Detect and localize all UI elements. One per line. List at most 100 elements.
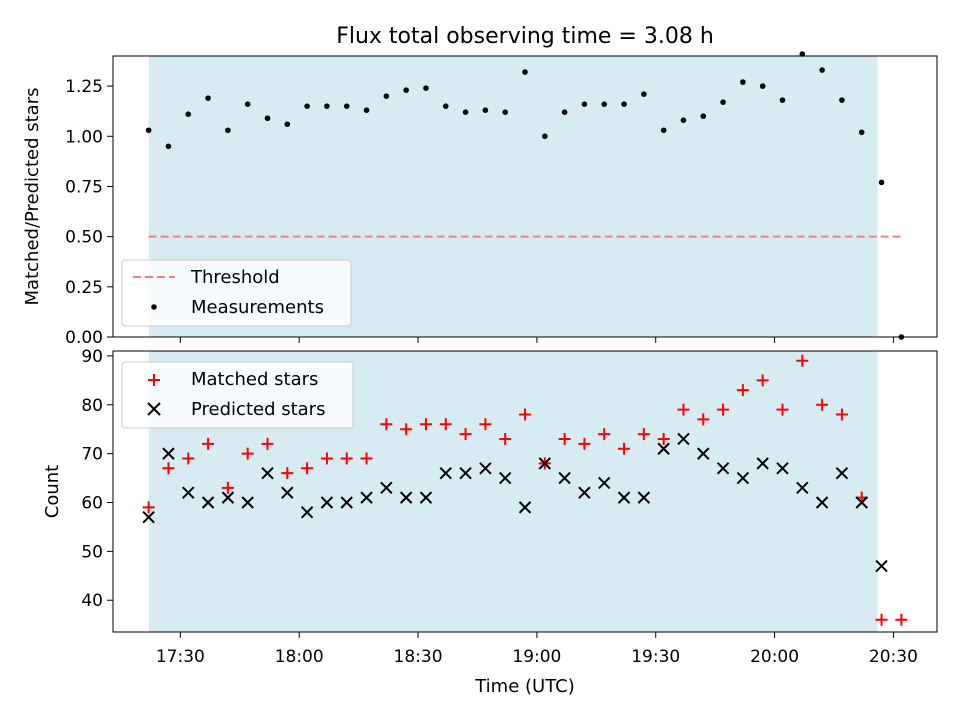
- predicted-star-point: [637, 491, 651, 504]
- predicted-star-point: [578, 486, 591, 499]
- measurement-point: [343, 103, 350, 109]
- measurement-point: [542, 133, 548, 140]
- matched-star-point: [142, 501, 155, 514]
- predicted-star-point: [201, 496, 215, 509]
- count-x-ticks: 17:30 18:00 18:30 19:00 19:30 20:00 20:30: [156, 632, 918, 667]
- measurement-point: [561, 109, 568, 115]
- predicted-star-point: [815, 496, 829, 509]
- matched-star-point: [182, 452, 195, 465]
- matched-star-point: [479, 418, 492, 431]
- matched-star-point: [796, 354, 809, 367]
- matched-star-point: [756, 374, 769, 387]
- measurement-point: [165, 143, 172, 150]
- predicted-star-point: [241, 496, 254, 509]
- count-y-ticks: 40 50 60 70 80 90: [81, 347, 113, 611]
- predicted-star-point: [162, 447, 175, 460]
- ratio-y-ticks: 0.00 0.25 0.50 0.75 1.00 1.25: [65, 77, 113, 348]
- count-legend: Matched stars Predicted stars: [121, 361, 354, 429]
- predicted-star-point: [479, 462, 492, 475]
- matched-star-point: [459, 428, 472, 441]
- measurement-point: [601, 101, 608, 107]
- x-tick-label: 20:00: [750, 647, 799, 667]
- matched-star-point: [281, 467, 294, 480]
- predicted-star-point: [855, 496, 868, 509]
- predicted-star-point: [677, 432, 690, 446]
- matched-star-point: [519, 408, 531, 421]
- measurement-point: [383, 93, 390, 99]
- matched-star-point: [558, 432, 571, 445]
- predicted-star-point: [340, 496, 353, 509]
- count-y-axis-label: Count: [42, 465, 63, 518]
- measurement-point: [799, 51, 806, 57]
- matched-star-point: [261, 437, 274, 450]
- matched-star-point: [340, 452, 353, 465]
- ratio-y-tick-label: 1.00: [65, 127, 103, 147]
- predicted-star-point: [756, 457, 769, 470]
- matched-star-point: [380, 418, 393, 431]
- matched-star-point: [657, 432, 670, 445]
- legend-matched-swatch: [148, 374, 160, 386]
- matched-star-point: [736, 384, 749, 397]
- matched-star-point: [400, 423, 413, 436]
- matched-star-point: [301, 462, 314, 475]
- measurement-point: [740, 79, 746, 85]
- predicted-star-point: [558, 471, 571, 485]
- predicted-star-point: [320, 496, 334, 509]
- ratio-y-tick-label: 1.25: [65, 77, 103, 97]
- measurement-point: [462, 109, 469, 115]
- measurement-point: [819, 67, 825, 73]
- predicted-star-point: [419, 491, 433, 504]
- predicted-star-point: [657, 442, 670, 455]
- measurement-point: [522, 69, 528, 75]
- measurement-point: [442, 103, 449, 109]
- matched-star-point: [241, 447, 254, 460]
- measurement-point: [185, 111, 192, 118]
- measurement-point: [839, 97, 845, 103]
- predicted-star-point: [439, 466, 452, 480]
- count-plot-frame: [112, 350, 938, 633]
- matched-star-point: [598, 428, 611, 441]
- measurement-point: [641, 91, 647, 97]
- ratio-y-tick-label: 0.75: [65, 177, 103, 197]
- ratio-y-axis-label: Matched/Predicted stars: [22, 88, 43, 306]
- chart-title: Flux total observing time = 3.08 h: [336, 24, 714, 49]
- count-y-tick-label: 60: [81, 493, 103, 513]
- matched-star-point: [578, 437, 591, 450]
- legend-predicted-label: Predicted stars: [191, 399, 325, 420]
- measurement-point: [284, 121, 291, 128]
- matched-star-point: [499, 432, 512, 445]
- matched-star-point: [162, 462, 175, 475]
- measurement-point: [324, 103, 330, 109]
- matched-star-point: [637, 428, 650, 441]
- x-tick-label: 17:30: [156, 647, 205, 667]
- matched-star-point: [816, 398, 829, 411]
- measurement-point: [205, 95, 211, 101]
- measurement-point: [720, 99, 726, 105]
- predicted-star-point: [182, 486, 195, 499]
- predicted-star-point: [736, 471, 750, 485]
- matched-star-point: [875, 613, 888, 626]
- predicted-star-point: [142, 510, 155, 524]
- measurement-point: [759, 83, 766, 89]
- matched-star-point: [320, 452, 333, 465]
- count-y-tick-label: 50: [81, 542, 103, 562]
- predicted-star-point: [360, 491, 373, 504]
- predicted-star-point: [716, 462, 730, 475]
- matched-star-point: [419, 418, 432, 431]
- ratio-y-tick-label: 0.00: [65, 328, 103, 348]
- x-tick-label: 19:00: [512, 647, 561, 667]
- count-y-tick-label: 40: [81, 591, 103, 611]
- predicted-star-point: [598, 476, 611, 490]
- ratio-y-tick-label: 0.50: [65, 228, 103, 248]
- ratio-x-ticks: [179, 337, 894, 343]
- matched-star-point: [439, 418, 452, 431]
- measurement-point: [304, 103, 310, 109]
- predicted-star-point: [776, 462, 789, 475]
- matched-star-point: [697, 413, 710, 426]
- count-points-layer: [142, 354, 908, 626]
- predicted-star-point: [261, 466, 274, 480]
- matched-star-point: [360, 452, 373, 465]
- measurement-point: [225, 127, 231, 134]
- predicted-star-point: [835, 466, 849, 480]
